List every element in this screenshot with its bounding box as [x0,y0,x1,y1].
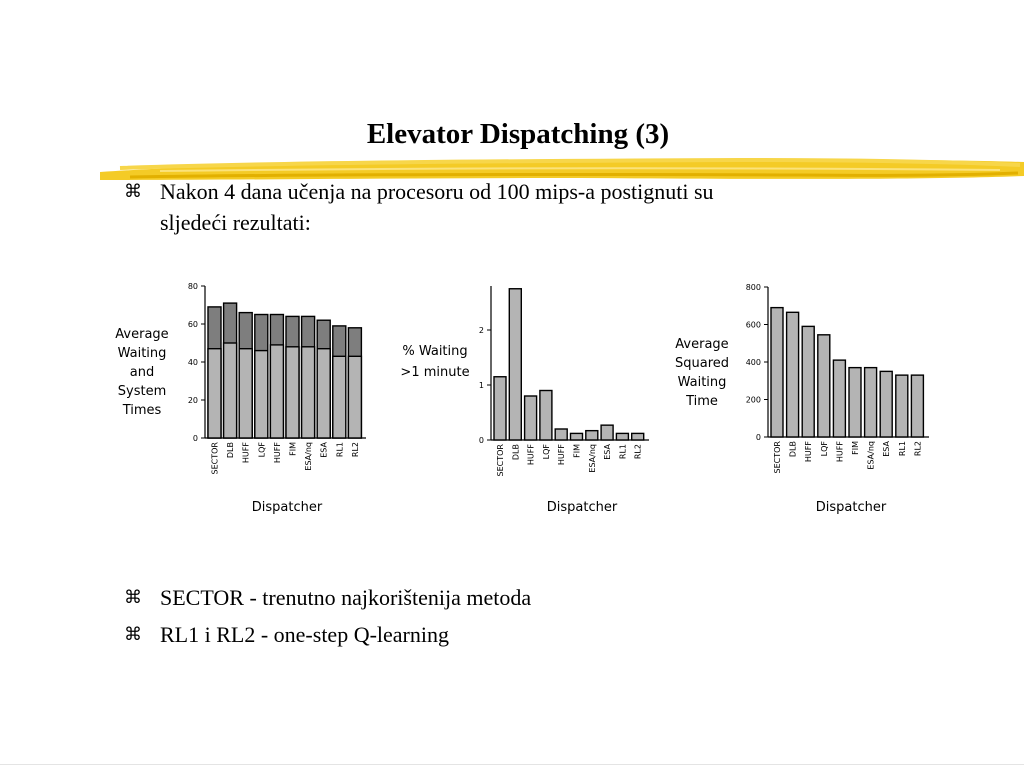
bar [332,355,347,439]
y-axis-label: Time [685,394,718,409]
y-tick-label: 2 [479,326,484,335]
bullet-text: Nakon 4 dana učenja na procesoru od 100 … [160,179,714,204]
bar [848,366,862,438]
bullet-glyph-icon: ⌘ [124,587,142,607]
bar [539,389,553,441]
bar [631,432,645,441]
x-tick-label: LQF [820,441,829,457]
x-tick-label: FIM [851,441,860,455]
y-tick-label: 20 [188,396,198,405]
x-tick-label: SECTOR [211,442,220,475]
bar [554,428,568,441]
bar [300,346,316,439]
y-axis-label: Waiting [118,346,167,361]
bar [832,359,847,438]
bar [879,370,893,438]
x-tick-label: HUFF [527,444,536,465]
y-axis-label: and [130,365,154,380]
bar [254,349,269,439]
x-tick-label: RL2 [351,442,360,457]
bar [910,374,925,438]
bar [347,355,363,439]
bar [863,366,878,438]
bar [615,432,630,441]
bar [238,348,253,439]
x-tick-label: RL1 [898,441,907,456]
x-axis-label: Dispatcher [252,500,323,515]
x-tick-label: HUFF [835,441,844,462]
y-tick-label: 1 [479,381,484,390]
y-axis-label: Waiting [678,375,727,390]
x-tick-label: FIM [289,442,298,456]
bar [585,429,599,441]
x-tick-label: SECTOR [496,444,505,477]
y-axis-label: % Waiting [402,344,467,359]
x-tick-label: ESA/nq [304,442,313,471]
x-tick-label: ESA [603,443,612,459]
y-axis-label: >1 minute [400,365,469,380]
y-tick-label: 200 [746,396,761,405]
x-tick-label: ESA/nq [588,444,597,473]
title-highlight-stroke [100,157,1024,180]
bar [508,288,522,441]
x-tick-label: ESA/nq [867,441,876,470]
y-tick-label: 80 [188,282,198,291]
bar [785,311,800,438]
y-tick-label: 0 [479,436,484,445]
x-tick-label: HUFF [273,442,282,463]
x-tick-label: HUFF [242,442,251,463]
x-tick-label: RL1 [618,444,627,459]
y-axis-label: Times [122,403,162,418]
bar [285,346,300,439]
bullet-text: SECTOR - trenutno najkorištenija metoda [160,585,532,610]
bar [569,432,584,441]
y-axis-label: Average [115,327,168,342]
bar [493,376,507,441]
x-tick-label: RL2 [634,444,643,459]
bar [269,344,285,439]
bar [817,334,831,438]
footer-divider [0,764,1024,765]
x-tick-label: DLB [789,441,798,457]
x-tick-label: ESA [882,440,891,456]
x-tick-label: LQF [542,444,551,460]
bar [316,348,331,439]
x-tick-label: DLB [226,442,235,458]
y-tick-label: 60 [188,320,198,329]
x-tick-label: ESA [320,441,329,457]
y-axis-label: System [118,384,166,399]
y-tick-label: 0 [756,433,761,442]
y-tick-label: 400 [746,358,761,367]
x-axis-label: Dispatcher [547,500,618,515]
bar [600,424,614,441]
y-tick-label: 0 [193,434,198,443]
y-axis-label: Average [675,337,728,352]
x-axis-label: Dispatcher [816,500,887,515]
bar [770,306,784,438]
y-axis-label: Squared [675,356,729,371]
x-tick-label: SECTOR [773,441,782,474]
x-tick-label: FIM [573,444,582,458]
x-tick-label: RL1 [335,442,344,457]
bullet-text-continued: sljedeći rezultati: [160,210,311,235]
bar [207,348,222,439]
slide-title: Elevator Dispatching (3) [366,118,670,150]
bullet-text: RL1 i RL2 - one-step Q-learning [160,622,449,647]
bar [895,374,909,438]
x-tick-label: HUFF [804,441,813,462]
bar [801,325,815,438]
bullet-glyph-icon: ⌘ [124,624,142,644]
x-tick-label: LQF [257,442,266,458]
bar [523,395,538,441]
x-tick-label: RL2 [913,441,922,456]
x-tick-label: DLB [511,444,520,460]
y-tick-label: 40 [188,358,198,367]
bullet-glyph-icon: ⌘ [124,181,142,201]
y-tick-label: 800 [746,283,761,292]
bar [222,342,238,439]
y-tick-label: 600 [746,321,761,330]
x-tick-label: HUFF [557,444,566,465]
